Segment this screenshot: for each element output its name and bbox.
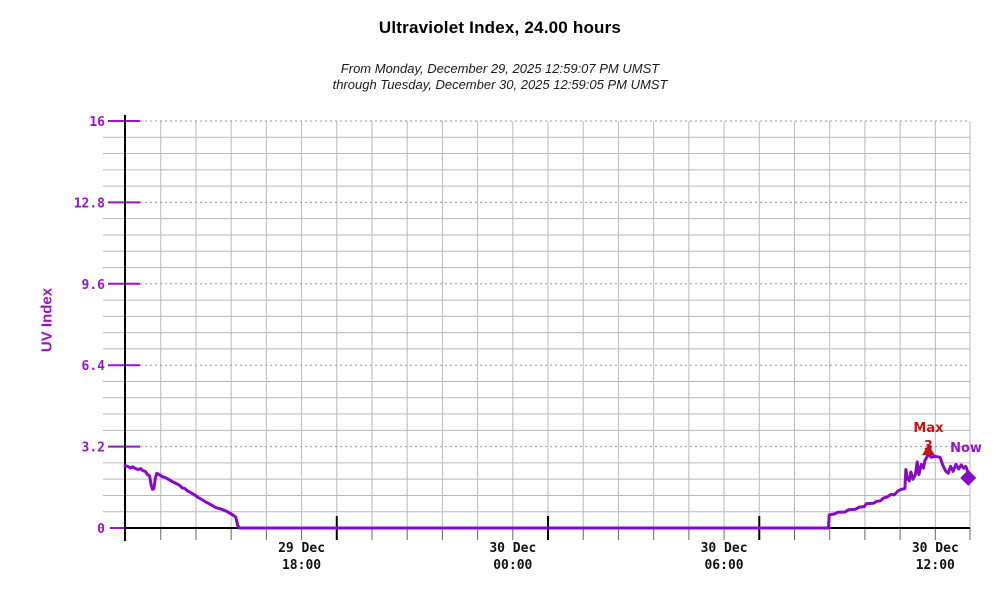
- chart-subtitle-through: through Tuesday, December 30, 2025 12:59…: [332, 77, 668, 92]
- x-tick-label-time: 18:00: [282, 558, 321, 573]
- now-label: Now: [950, 441, 982, 456]
- y-tick-label: 3.2: [82, 441, 105, 456]
- x-tick-label-time: 06:00: [704, 558, 743, 573]
- x-tick-label-date: 29 Dec: [278, 541, 325, 556]
- x-tick-label-date: 30 Dec: [489, 541, 536, 556]
- x-tick-label-time: 00:00: [493, 558, 532, 573]
- max-value-label: 3: [924, 439, 933, 454]
- y-tick-label: 9.6: [82, 278, 106, 293]
- y-tick-label: 0: [97, 522, 105, 537]
- max-marker-triangle-icon: [921, 444, 935, 456]
- x-tick-label-date: 30 Dec: [912, 541, 959, 556]
- uv-index-series-line: [123, 452, 970, 530]
- y-tick-label: 12.8: [74, 196, 105, 211]
- x-tick-label-date: 30 Dec: [701, 541, 748, 556]
- x-tick-label-time: 12:00: [916, 558, 955, 573]
- chart-title: Ultraviolet Index, 24.00 hours: [378, 18, 622, 37]
- y-tick-label: 16: [89, 115, 105, 130]
- chart-subtitle-from: From Monday, December 29, 2025 12:59:07 …: [340, 61, 660, 76]
- now-marker-diamond-icon: [960, 469, 977, 486]
- max-label: Max: [913, 421, 944, 436]
- y-tick-label: 6.4: [82, 359, 106, 374]
